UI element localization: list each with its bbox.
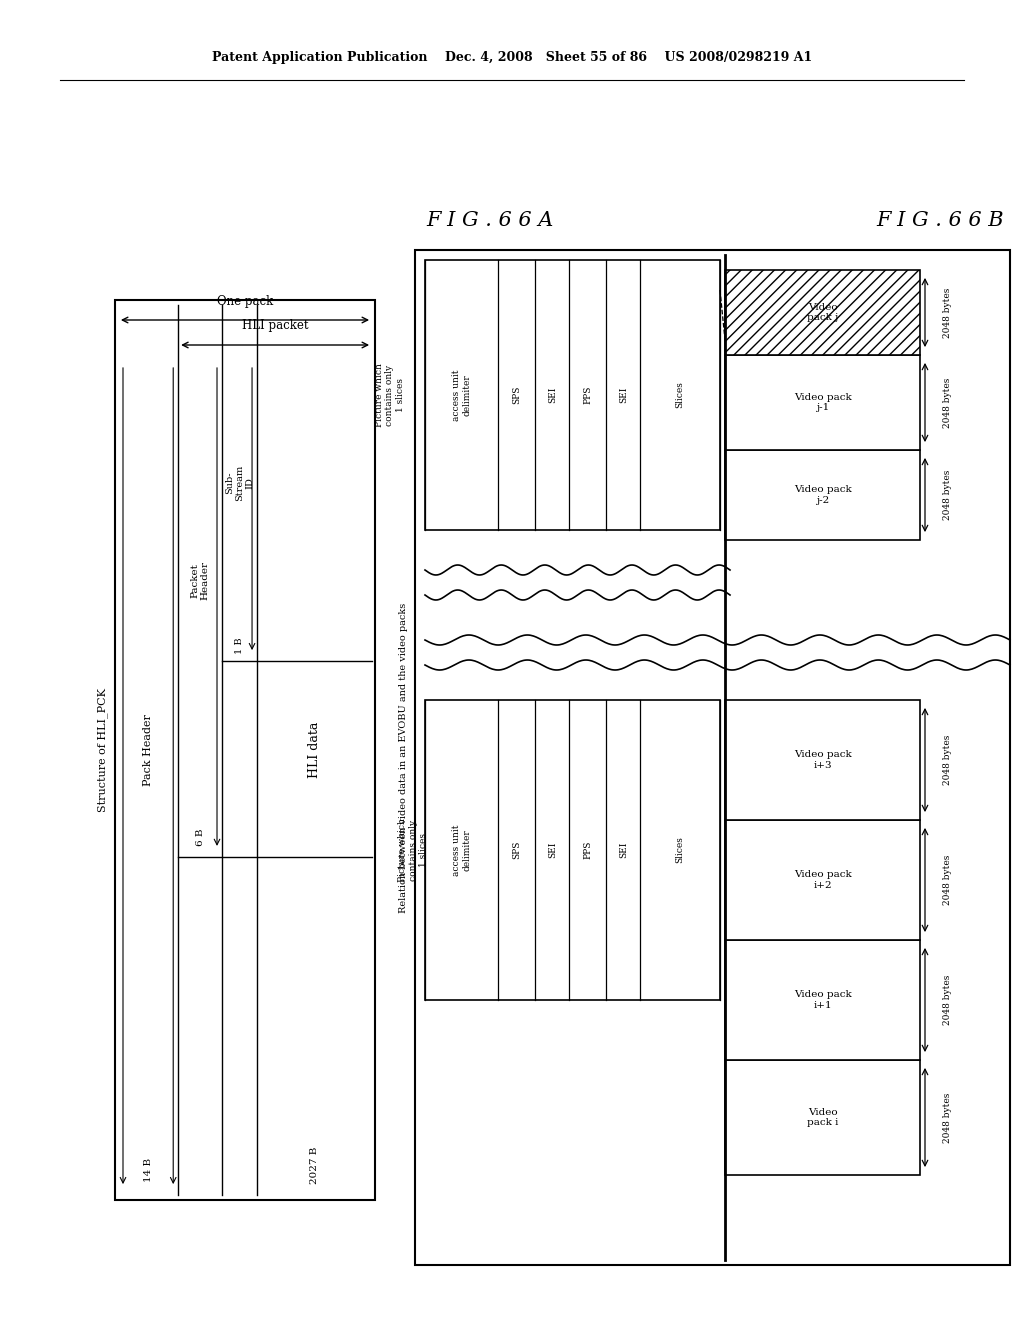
Text: PPS: PPS [584,841,592,859]
Text: HLI packet: HLI packet [242,318,308,331]
Bar [725,700,920,820]
Text: access unit
delimiter: access unit delimiter [452,824,471,875]
Text: 2048 bytes: 2048 bytes [943,378,952,428]
Text: Slices: Slices [676,837,685,863]
Text: access unit
delimiter: access unit delimiter [452,370,471,421]
Bar [725,450,920,540]
Text: SPS: SPS [512,385,521,404]
Text: PPS: PPS [584,385,592,404]
Text: 2048 bytes: 2048 bytes [943,974,952,1026]
Bar [425,700,720,1001]
Bar [425,260,720,531]
Text: SEI: SEI [548,387,557,403]
Text: 2048 bytes: 2048 bytes [943,470,952,520]
Text: Video pack
i+2: Video pack i+2 [794,870,851,890]
Text: Video pack
i+1: Video pack i+1 [794,990,851,1010]
Text: 6 B: 6 B [196,828,205,846]
Bar [115,300,375,1200]
Text: Picture which
contains only
1 slices: Picture which contains only 1 slices [375,363,404,426]
Text: Video pack
j-1: Video pack j-1 [794,393,851,412]
Bar [725,1060,920,1175]
Text: SEI: SEI [618,387,628,403]
Text: 2048 bytes: 2048 bytes [943,1093,952,1143]
Text: Structure of HLI_PCK: Structure of HLI_PCK [97,688,109,812]
Text: 2048 bytes: 2048 bytes [943,855,952,906]
Text: 2048 bytes: 2048 bytes [943,288,952,338]
Bar [725,271,920,355]
Bar [725,940,920,1060]
Text: F I G . 6 6 A: F I G . 6 6 A [426,210,554,230]
Text: One pack: One pack [217,296,273,309]
Text: Video pack
j-2: Video pack j-2 [794,486,851,504]
Text: 1 B: 1 B [236,638,244,655]
Text: Sub-
Stream
ID: Sub- Stream ID [224,465,254,502]
Text: Patent Application Publication    Dec. 4, 2008   Sheet 55 of 86    US 2008/02982: Patent Application Publication Dec. 4, 2… [212,51,812,65]
Text: F I G . 6 6 B: F I G . 6 6 B [877,210,1004,230]
Bar [725,820,920,940]
Text: Relation between video data in an EVOBU and the video packs: Relation between video data in an EVOBU … [398,602,408,912]
Text: 2048 bytes: 2048 bytes [943,735,952,785]
Text: SEI: SEI [548,842,557,858]
Text: Packet
Header: Packet Header [190,561,210,601]
Text: Picture which
contains only
1 slices: Picture which contains only 1 slices [398,818,428,882]
Text: SEI: SEI [618,842,628,858]
Bar [415,249,1010,1265]
Text: 14 B: 14 B [143,1158,153,1183]
Text: Video pack
i+3: Video pack i+3 [794,750,851,770]
Text: HLI data: HLI data [308,722,321,779]
Bar [725,355,920,450]
Text: Slices: Slices [676,381,685,408]
Text: Pack Header: Pack Header [143,714,154,785]
Text: 2027 B: 2027 B [310,1146,319,1184]
Text: SPS: SPS [512,841,521,859]
Text: Video
pack i: Video pack i [807,1107,839,1127]
Text: Video
pack j: Video pack j [807,302,838,322]
